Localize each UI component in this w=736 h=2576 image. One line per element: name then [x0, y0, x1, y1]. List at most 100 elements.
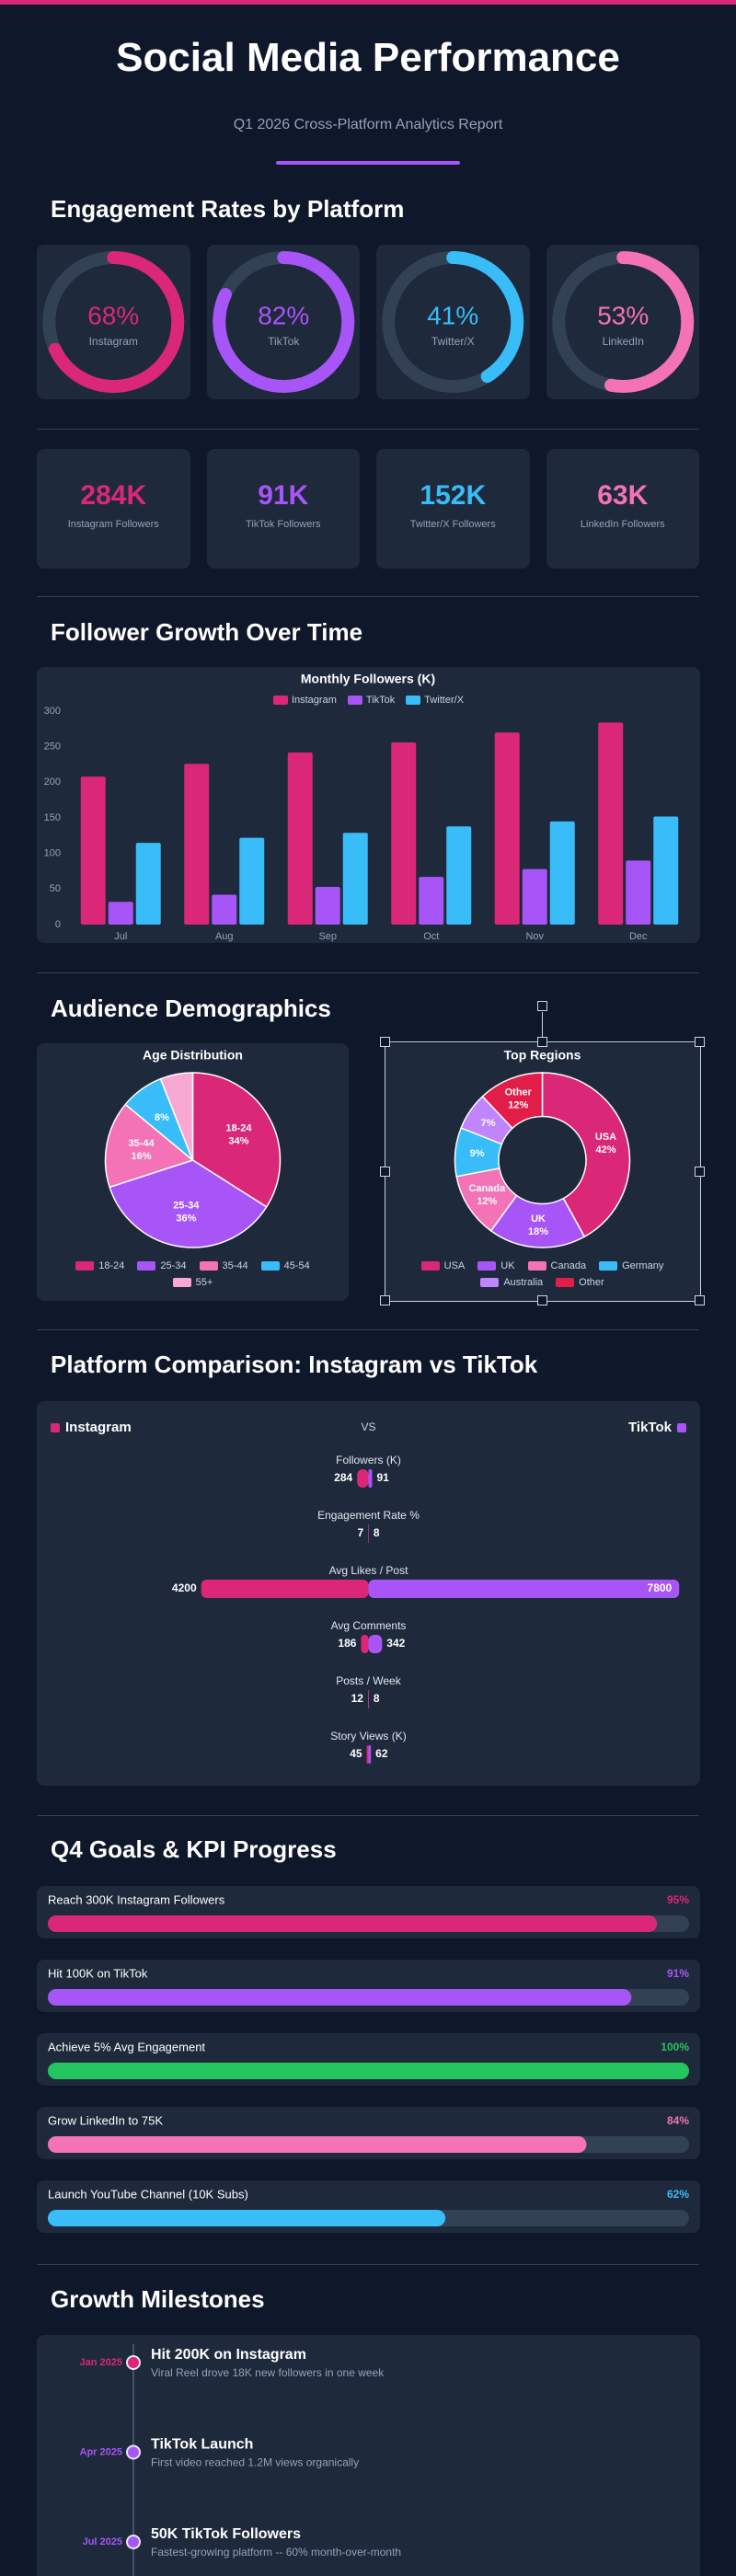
gauge-arc [551, 251, 694, 393]
legend-swatch [260, 1261, 280, 1271]
y-tick-label: 150 [44, 812, 61, 823]
milestone-description: Fastest-growing platform -- 60% month-ov… [151, 2546, 401, 2559]
chart-title: Age Distribution [143, 1048, 243, 1063]
chart-svg: 41% Twitter/X [382, 251, 524, 393]
legend-item: 55+ [172, 1277, 213, 1288]
divider [37, 596, 699, 597]
bar [315, 887, 340, 925]
left-value: 12 [351, 1692, 364, 1705]
section-title: Platform Comparison: Instagram vs TikTok [51, 1351, 538, 1378]
right-bar [368, 1745, 372, 1764]
goal-name: Reach 300K Instagram Followers [48, 1892, 225, 1906]
chart-svg: Grow LinkedIn to 75K 84% [48, 2113, 689, 2153]
legend-swatch [272, 696, 288, 705]
chart-svg: Jan 2025 Hit 200K on Instagram Viral Reel … [80, 2344, 401, 2576]
comparison-card: Instagram VS TikTok Followers (K) 284 91 Engag… [37, 1401, 700, 1786]
selection-handle [380, 1037, 390, 1047]
left-bar [201, 1580, 369, 1598]
legend-label: 25-34 [160, 1260, 187, 1271]
bar [391, 742, 417, 925]
section-title: Engagement Rates by Platform [51, 195, 405, 223]
legend-label: 18-24 [98, 1260, 125, 1271]
legend-item: Germany [599, 1260, 663, 1271]
selection-handle [380, 1167, 390, 1177]
legend-label: USA [443, 1260, 466, 1271]
right-value: 91 [376, 1471, 389, 1484]
slice-name: Other [505, 1087, 533, 1098]
goal-card: Achieve 5% Avg Engagement 100% [37, 2033, 700, 2086]
progress-bar [48, 1915, 658, 1932]
left-value: 45 [350, 1747, 362, 1760]
goal-name: Hit 100K on TikTok [48, 1966, 148, 1980]
goal-name: Grow LinkedIn to 75K [48, 2113, 163, 2127]
slice-value-label: 9% [470, 1148, 485, 1159]
slice-value-label: 7% [481, 1118, 496, 1129]
bar [494, 732, 520, 925]
goal-percent: 95% [667, 1893, 689, 1906]
metric-name: Avg Likes / Post [329, 1564, 408, 1577]
legend-swatch [347, 696, 362, 705]
milestone-title: TikTok Launch [151, 2437, 253, 2453]
section-title: Q4 Goals & KPI Progress [51, 1835, 337, 1863]
milestone-description: First video reached 1.2M views organical… [151, 2456, 359, 2469]
legend-label: Germany [622, 1260, 664, 1271]
metric-name: Followers (K) [336, 1454, 401, 1466]
bar [135, 843, 161, 925]
right-value: 7800 [648, 1581, 673, 1594]
legend-item: 25-34 [137, 1260, 187, 1271]
follower-count: 91K [258, 480, 309, 511]
chart-svg: 53% LinkedIn [551, 251, 694, 393]
slice-value-label: 12% [508, 1100, 528, 1111]
legend-label: Canada [550, 1260, 587, 1271]
metric-name: Posts / Week [336, 1674, 401, 1687]
selection-handle [537, 1037, 547, 1047]
goal-name: Achieve 5% Avg Engagement [48, 2040, 205, 2053]
bar [287, 752, 313, 925]
page-subtitle: Q1 2026 Cross-Platform Analytics Report [233, 117, 503, 132]
legend-item: Other [556, 1277, 604, 1288]
legend-item: Instagram [272, 695, 337, 706]
slice-name: UK [531, 1213, 546, 1225]
y-tick-label: 50 [50, 883, 61, 894]
follower-card: 152K Twitter/X Followers [376, 449, 530, 569]
goal-percent: 91% [667, 1967, 689, 1980]
chart-svg: Reach 300K Instagram Followers 95% [48, 1892, 689, 1932]
milestone-description: Viral Reel drove 18K new followers in on… [151, 2366, 385, 2379]
legend: Instagram TikTok Twitter/X [37, 695, 700, 706]
gauge-card: 82% TikTok [206, 245, 360, 399]
follower-card: 284K Instagram Followers [37, 449, 190, 569]
chart-svg: 68% Instagram [42, 251, 185, 393]
section-title: Growth Milestones [51, 2285, 265, 2313]
follower-label: LinkedIn Followers [580, 519, 665, 530]
page-title: Social Media Performance [116, 35, 620, 80]
bar [239, 837, 265, 925]
gauge-card: 41% Twitter/X [376, 245, 530, 399]
top-bar [0, 0, 736, 5]
legend-label: 45-54 [283, 1260, 310, 1271]
right-value: 8 [374, 1692, 380, 1705]
left-value: 4200 [172, 1581, 197, 1594]
right-value: 8 [374, 1526, 380, 1539]
selection-handle [537, 1295, 547, 1305]
legend-label: UK [500, 1260, 515, 1271]
right-bar [368, 1580, 680, 1598]
gauge-arc [212, 251, 354, 393]
slice-name: 25-34 [173, 1200, 200, 1211]
bar [653, 816, 679, 925]
title-underline [276, 161, 460, 165]
left-platform: Instagram [65, 1420, 132, 1435]
rotate-line [542, 1012, 543, 1041]
legend-swatch [137, 1261, 156, 1271]
bar [626, 860, 651, 925]
bar [446, 826, 472, 925]
divider [37, 1815, 699, 1816]
selection-handle [380, 1295, 390, 1305]
slice-value-label: 12% [477, 1196, 497, 1207]
goal-percent: 62% [667, 2188, 689, 2201]
bar [184, 764, 210, 925]
gauge-label: Twitter/X [431, 335, 475, 348]
legend-label: TikTok [365, 695, 396, 706]
chart-title: Top Regions [504, 1048, 581, 1063]
milestone-title: 50K TikTok Followers [151, 2526, 301, 2542]
